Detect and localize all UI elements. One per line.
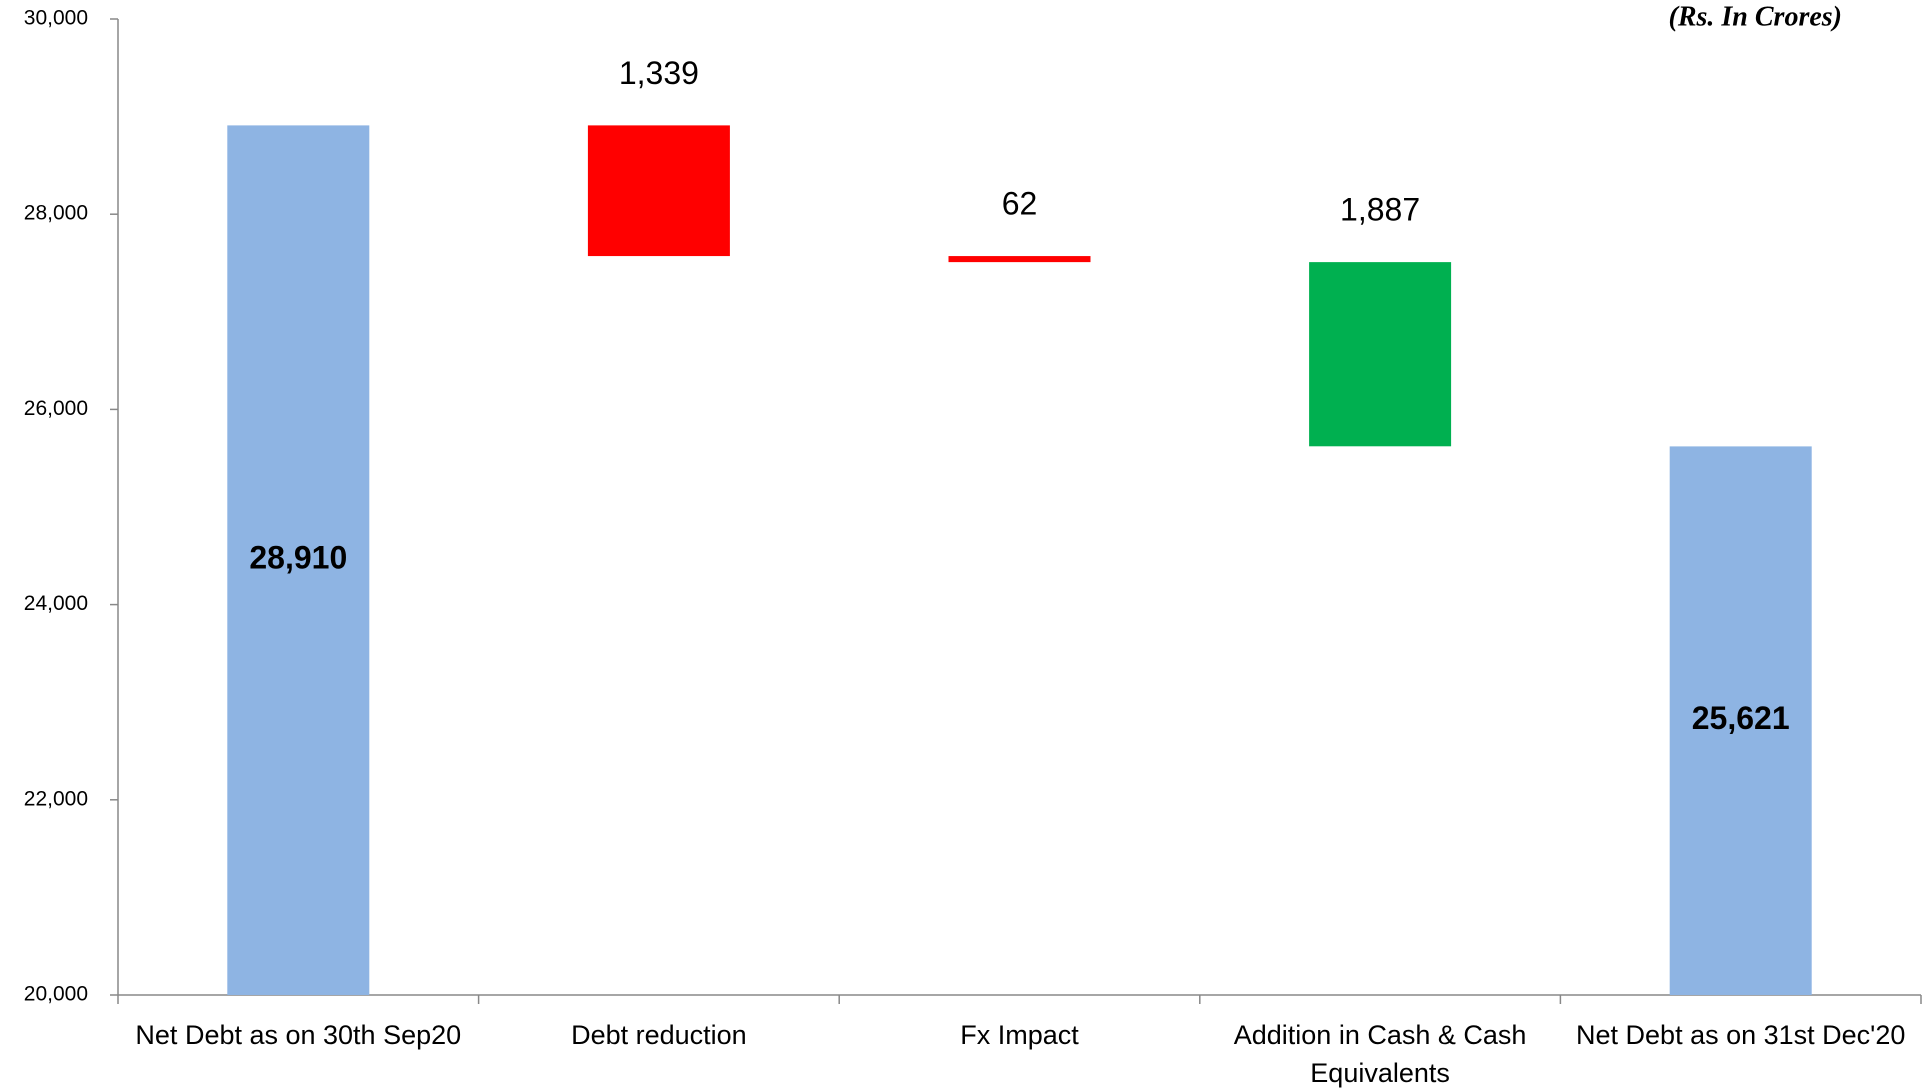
bar <box>948 256 1091 263</box>
y-tick-label: 20,000 <box>24 983 88 1006</box>
bar <box>587 125 730 257</box>
value-label: 1,887 <box>1340 192 1420 228</box>
value-label: 25,621 <box>1692 700 1790 736</box>
x-tick-label-line: Equivalents <box>1310 1058 1450 1088</box>
y-tick-label: 26,000 <box>24 397 88 420</box>
x-tick-label-line: Addition in Cash & Cash <box>1234 1020 1527 1050</box>
y-tick-label: 24,000 <box>24 592 88 615</box>
x-tick-label: Net Debt as on 31st Dec'20 <box>1576 1020 1905 1050</box>
bar <box>227 125 370 995</box>
bar <box>1669 446 1812 996</box>
y-tick-label: 22,000 <box>24 787 88 810</box>
x-tick-label: Addition in Cash & Cash Equivalents <box>1234 1020 1527 1088</box>
x-tick-label: Debt reduction <box>571 1020 747 1050</box>
y-tick-label: 28,000 <box>24 202 88 225</box>
value-label: 1,339 <box>619 55 699 91</box>
x-tick-label: Fx Impact <box>960 1020 1079 1050</box>
value-label: 62 <box>1002 186 1038 222</box>
bar <box>1309 262 1452 447</box>
x-tick-label: Net Debt as on 30th Sep20 <box>135 1020 461 1050</box>
y-tick-label: 30,000 <box>24 7 88 30</box>
value-label: 28,910 <box>249 540 347 576</box>
unit-note: (Rs. In Crores) <box>1669 1 1842 32</box>
